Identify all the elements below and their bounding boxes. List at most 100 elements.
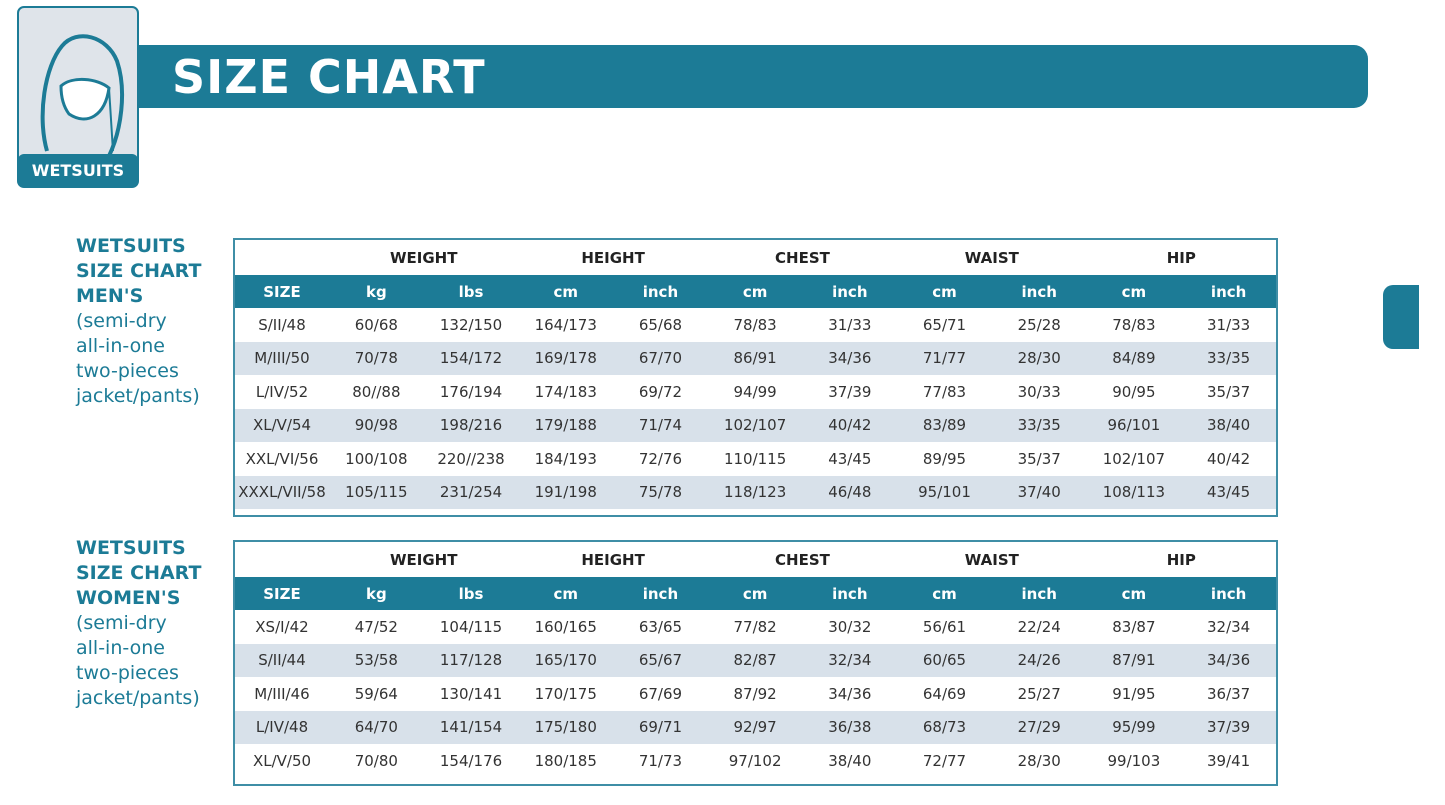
data-row: XS/I/42 47/52 104/115 160/165 63/65 77/82 30/3… <box>235 610 1276 644</box>
column-header: inch <box>802 577 898 610</box>
cell: XL/V/54 <box>235 408 329 442</box>
cell: 78/83 <box>733 315 777 334</box>
cell: 67/70 <box>613 341 708 375</box>
cell: 118/123 <box>707 475 803 509</box>
cell: 77/83 <box>922 382 967 401</box>
cell: 36/37 <box>1207 684 1251 703</box>
cell: 132/150 <box>439 315 503 334</box>
side-tab[interactable] <box>1383 285 1419 349</box>
cell: 53/58 <box>329 643 424 677</box>
cell: 24/26 <box>991 643 1087 677</box>
column-header: cm <box>897 275 992 308</box>
cell: 95/101 <box>897 475 992 509</box>
column-header: lbs <box>423 577 519 610</box>
cell: 90/98 <box>329 408 424 442</box>
size-table: WEIGHT HEIGHT CHEST WAIST HIP SIZE kg lbs cm inch… <box>235 240 1276 509</box>
note-line: jacket/pants) <box>76 687 200 709</box>
cell: 108/113 <box>1086 475 1182 509</box>
column-header: cm <box>707 577 803 610</box>
cell: 160/165 <box>534 617 597 636</box>
cell: 184/193 <box>534 449 597 468</box>
cell: 60/65 <box>897 643 992 677</box>
table-frame: WEIGHT HEIGHT CHEST WAIST HIP SIZE kg lbs cm inch… <box>233 540 1278 786</box>
cell: 56/61 <box>922 617 967 636</box>
note-line: (semi-dry <box>76 612 167 634</box>
cell: 87/92 <box>733 684 777 703</box>
group-row: WEIGHT HEIGHT CHEST WAIST HIP <box>235 542 1276 577</box>
data-row: S/II/48 60/68 132/150 164/173 65/68 78/83 31/3… <box>235 308 1276 342</box>
badge: WETSUITS <box>32 161 124 180</box>
group-header: HIP <box>1166 248 1196 267</box>
note-line: (semi-dry <box>76 310 167 332</box>
group-header: WEIGHT <box>389 550 458 569</box>
cell: 31/33 <box>828 315 872 334</box>
cell: 154/172 <box>423 341 519 375</box>
cell: 154/176 <box>439 751 503 770</box>
cell: 30/32 <box>828 617 872 636</box>
cell: 92/97 <box>707 710 803 744</box>
section-label: WETSUITS SIZE CHART MEN'S (semi-dry all-in-o… <box>76 234 201 409</box>
cell: 65/67 <box>613 643 708 677</box>
cell: 71/74 <box>613 408 708 442</box>
cell: 37/39 <box>828 382 872 401</box>
cell: 71/73 <box>638 751 683 770</box>
group-header: CHEST <box>775 550 830 569</box>
cell: 40/42 <box>802 408 898 442</box>
cell: 75/78 <box>613 475 708 509</box>
cell: 35/37 <box>1017 449 1061 468</box>
cell: 33/35 <box>991 408 1087 442</box>
cell: 67/69 <box>638 684 683 703</box>
cell: 78/83 <box>1112 315 1156 334</box>
cell: 117/128 <box>423 643 519 677</box>
cell: 220//238 <box>437 449 505 468</box>
cell: 34/36 <box>828 684 872 703</box>
cell: 71/77 <box>897 341 992 375</box>
column-header: SIZE <box>235 275 329 308</box>
category-icon: WETSUITS <box>17 6 139 188</box>
cell: 72/76 <box>638 449 683 468</box>
cell: 32/34 <box>802 643 898 677</box>
cell: 28/30 <box>1017 751 1061 770</box>
cell: XL/V/50 <box>252 751 312 770</box>
cell: 43/45 <box>828 449 872 468</box>
cell: M/III/50 <box>235 341 329 375</box>
label-line: SIZE CHART <box>76 260 202 282</box>
cell: 64/69 <box>922 684 967 703</box>
cell: 169/178 <box>518 341 614 375</box>
cell: 33/35 <box>1181 341 1276 375</box>
group-header: HEIGHT <box>581 550 645 569</box>
column-header: inch <box>802 275 898 308</box>
cell: 176/194 <box>439 382 503 401</box>
cell: 70/78 <box>329 341 424 375</box>
cell: L/IV/52 <box>255 382 309 401</box>
cell: 104/115 <box>439 617 503 636</box>
cell: 27/29 <box>991 710 1087 744</box>
column-header: inch <box>991 577 1087 610</box>
cell: 37/40 <box>991 475 1087 509</box>
group-header: WAIST <box>964 550 1019 569</box>
column-header: kg <box>329 577 424 610</box>
note-line: jacket/pants) <box>76 385 200 407</box>
column-header: inch <box>613 275 708 308</box>
cell: 165/170 <box>518 643 614 677</box>
column-header: inch <box>1181 275 1276 308</box>
cell: 174/183 <box>534 382 597 401</box>
cell: 97/102 <box>728 751 782 770</box>
cell: 141/154 <box>423 710 519 744</box>
column-header: cm <box>518 275 614 308</box>
cell: 170/175 <box>534 684 597 703</box>
group-row: WEIGHT HEIGHT CHEST WAIST HIP <box>235 240 1276 275</box>
cell: 63/65 <box>638 617 683 636</box>
cell: 39/41 <box>1207 751 1251 770</box>
cell: 40/42 <box>1207 449 1251 468</box>
column-header: cm <box>1086 577 1182 610</box>
cell: 34/36 <box>1181 643 1276 677</box>
cell: 130/141 <box>439 684 503 703</box>
cell: S/II/48 <box>258 315 306 334</box>
group-header: CHEST <box>775 248 830 267</box>
column-row: SIZE kg lbs cm inch cm inch cm inch cm inch <box>235 275 1276 308</box>
label-line: MEN'S <box>76 285 144 307</box>
cell: 35/37 <box>1207 382 1251 401</box>
cell: 37/39 <box>1181 710 1276 744</box>
label-line: WOMEN'S <box>76 587 181 609</box>
